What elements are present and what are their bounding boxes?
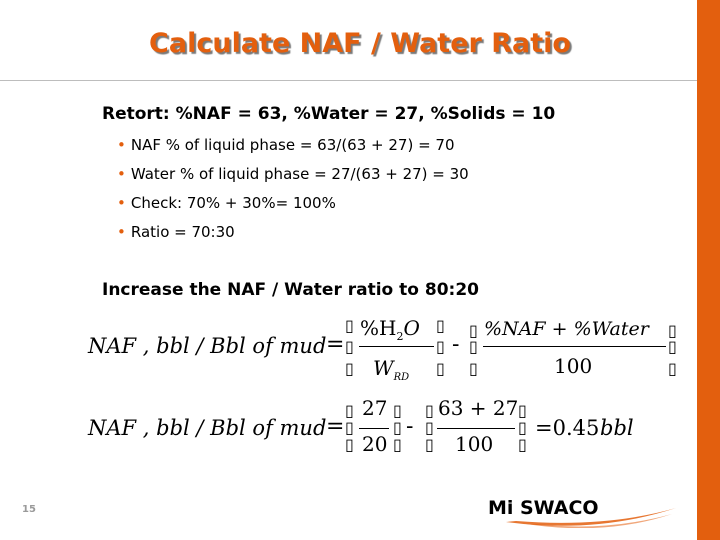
eq1-minus: - [452,332,460,357]
eq2-bracket-right-top: ▯ [393,401,402,420]
accent-side-bar [697,0,720,540]
eq1-frac2-bar [483,346,666,347]
eq2-frac2-denominator: 100 [455,432,494,456]
eq1-bracket2-left-top: ▯ [469,321,478,340]
eq2-result: =0.45 [535,416,600,440]
eq1-frac1-bar [359,346,434,347]
bullet-icon: • [117,165,126,183]
logo-swoosh-icon [506,508,676,526]
eq2-bracket-left-mid: ▯ [345,418,354,437]
eq1-bracket-right-top: ▯ [436,316,445,335]
eq1-bracket-right-mid: ▯ [436,337,445,356]
eq1-equals: = [326,332,345,357]
eq2-minus: - [406,414,414,439]
page-number: 15 [22,504,36,515]
eq1-frac2-denominator: 100 [554,354,593,378]
eq2-frac1-bar [359,428,389,429]
eq1-bracket2-right-mid: ▯ [668,337,677,356]
eq2-bracket-right-mid: ▯ [393,418,402,437]
slide-title: Calculate NAF / Water Ratio [149,28,571,59]
logo-swoosh-icon-2 [526,514,672,528]
list-item: • Ratio = 70:30 [117,223,235,241]
retort-line: Retort: %NAF = 63, %Water = 27, %Solids … [102,104,556,124]
list-item: • NAF % of liquid phase = 63/(63 + 27) = … [117,136,455,154]
bullet-icon: • [117,223,126,241]
eq2-frac2-bar [437,428,515,429]
eq2-bracket-left-bot: ▯ [345,435,354,454]
logo-swaco-text: SWACO [520,497,599,519]
bullet-icon: • [117,136,126,154]
eq2-bracket2-left-bot: ▯ [425,435,434,454]
list-item: • Check: 70% + 30%= 100% [117,194,336,212]
title-divider [0,80,697,81]
eq1-bracket-left-top: ▯ [345,316,354,335]
eq2-lhs: NAF , bbl / Bbl of mud [88,416,327,440]
eq2-frac1-denominator: 20 [362,432,388,456]
eq1-bracket-left-bot: ▯ [345,359,354,378]
eq2-bracket2-left-mid: ▯ [425,418,434,437]
list-item: • Water % of liquid phase = 27/(63 + 27) … [117,165,469,183]
eq1-lhs: NAF , bbl / Bbl of mud [88,334,327,358]
bullet-list: • NAF % of liquid phase = 63/(63 + 27) = … [117,134,469,250]
eq2-bracket2-right-mid: ▯ [518,418,527,437]
increase-line: Increase the NAF / Water ratio to 80:20 [102,280,479,300]
eq2-bracket-right-bot: ▯ [393,435,402,454]
eq2-frac1-numerator: 27 [362,396,388,420]
eq1-bracket2-left-bot: ▯ [469,359,478,378]
eq1-frac1-denominator: WRD [373,356,410,383]
eq2-bracket2-left-top: ▯ [425,401,434,420]
eq2-bracket2-right-top: ▯ [518,401,527,420]
eq2-equals: = [326,414,345,439]
eq1-bracket-right-bot: ▯ [436,359,445,378]
eq1-bracket-left-mid: ▯ [345,337,354,356]
eq2-result-unit: bbl [600,416,634,440]
eq2-bracket-left-top: ▯ [345,401,354,420]
eq1-bracket2-right-bot: ▯ [668,359,677,378]
eq2-frac2-numerator: 63 + 27 [438,396,519,420]
bullet-icon: • [117,194,126,212]
eq1-bracket2-right-top: ▯ [668,321,677,340]
eq1-frac1-numerator: %H2O [360,316,420,343]
miswaco-logo: Mi SWACO [488,497,676,528]
logo-mi-text: Mi [488,497,513,519]
eq2-bracket2-right-bot: ▯ [518,435,527,454]
eq1-frac2-numerator: %NAF + %Water [484,318,649,340]
eq1-bracket2-left-mid: ▯ [469,337,478,356]
